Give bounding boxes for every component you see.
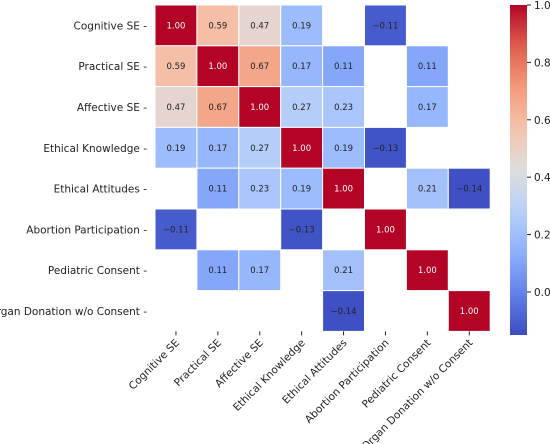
y-tick-label: Abortion Participation - xyxy=(26,224,147,236)
heatmap-cell xyxy=(154,86,198,128)
colorbar-tick-label: 0.0 xyxy=(534,287,550,299)
colorbar-tick-label: 0.2 xyxy=(534,230,550,242)
heatmap-cell xyxy=(280,208,324,251)
heatmap-cell xyxy=(364,126,407,169)
heatmap-cell xyxy=(447,167,491,210)
cell-value-label: 1.00 xyxy=(334,185,353,195)
cell-value-label: 1.00 xyxy=(292,144,311,154)
cell-value-label: 0.19 xyxy=(166,144,185,154)
colorbar-tick-label: 0.6 xyxy=(534,115,550,127)
heatmap-cell xyxy=(405,86,449,128)
cell-value-label: 0.19 xyxy=(334,144,353,154)
cell-value-label: 0.23 xyxy=(334,103,353,113)
cell-value-label: 0.67 xyxy=(208,103,227,113)
cell-value-label: −0.11 xyxy=(372,21,398,31)
cell-value-label: 1.00 xyxy=(250,103,269,113)
heatmap-cell xyxy=(154,126,198,169)
heatmap-cell xyxy=(405,167,449,210)
cell-value-label: 1.00 xyxy=(418,266,437,276)
y-tick-label: Ethical Attitudes - xyxy=(54,184,148,196)
colorbar-tick-label: 1.0 xyxy=(534,0,550,12)
heatmap-cell xyxy=(364,4,407,47)
cell-value-label: 0.11 xyxy=(334,62,353,72)
cell-value-label: 0.11 xyxy=(418,62,437,72)
y-tick-label: Organ Donation w/o Consent - xyxy=(0,306,147,318)
cell-value-label: −0.14 xyxy=(331,307,357,317)
y-tick-label: Cognitive SE - xyxy=(74,20,148,32)
cell-value-label: 0.11 xyxy=(208,266,227,276)
cell-value-label: 0.17 xyxy=(208,144,227,154)
cell-value-label: 0.17 xyxy=(418,103,437,113)
cell-value-label: −0.13 xyxy=(372,144,398,154)
cell-value-label: 0.11 xyxy=(208,185,227,195)
heatmap-cell xyxy=(238,86,282,128)
heatmap-cell xyxy=(238,167,282,210)
heatmap-cell xyxy=(154,45,198,88)
cell-value-label: 0.47 xyxy=(250,21,269,31)
heatmap-cell xyxy=(322,45,366,88)
cell-value-label: 0.17 xyxy=(292,62,311,72)
cell-value-label: −0.11 xyxy=(163,225,189,235)
colorbar-tick-label: 0.8 xyxy=(534,57,550,69)
heatmap-cell xyxy=(280,126,324,169)
cell-value-label: 1.00 xyxy=(376,225,395,235)
x-tick-label: Cognitive SE xyxy=(127,337,182,392)
cell-value-label: 0.17 xyxy=(250,266,269,276)
cell-value-label: 1.00 xyxy=(208,62,227,72)
heatmap-cell xyxy=(196,4,240,47)
heatmap-cell xyxy=(238,126,282,169)
cell-value-label: 0.19 xyxy=(292,21,311,31)
cell-value-label: 0.21 xyxy=(418,185,437,195)
cell-value-label: 1.00 xyxy=(166,21,185,31)
cell-value-label: 0.59 xyxy=(166,62,185,72)
y-tick-label: Ethical Knowledge - xyxy=(43,143,147,155)
heatmap-cell xyxy=(405,45,449,88)
y-tick-label: Practical SE - xyxy=(78,61,147,73)
heatmap-cell xyxy=(238,249,282,292)
heatmap-cell xyxy=(405,249,449,292)
heatmap-cell xyxy=(154,208,198,251)
heatmap-cell xyxy=(280,4,324,47)
colorbar-tick-label: 0.4 xyxy=(534,172,550,184)
heatmap-cell xyxy=(154,4,198,47)
y-tick-label: Pediatric Consent - xyxy=(48,265,147,277)
x-tick-label: Abortion Participation xyxy=(303,337,392,426)
cell-value-label: 0.23 xyxy=(250,185,269,195)
cell-value-label: 0.27 xyxy=(250,144,269,154)
heatmap-cell xyxy=(196,126,240,169)
cell-value-label: −0.14 xyxy=(456,185,482,195)
cell-value-label: 1.00 xyxy=(460,307,479,317)
cell-value-label: 0.27 xyxy=(292,103,311,113)
cell-value-label: −0.13 xyxy=(289,225,315,235)
x-tick-label: Ethical Knowledge xyxy=(231,337,308,414)
heatmap-cell xyxy=(322,126,366,169)
cell-value-label: 0.21 xyxy=(334,266,353,276)
cell-value-label: 0.67 xyxy=(250,62,269,72)
y-tick-label: Affective SE - xyxy=(77,102,147,114)
heatmap-cell xyxy=(322,167,366,210)
heatmap-cell xyxy=(322,290,366,332)
heatmap-cell xyxy=(238,45,282,88)
heatmap-cell xyxy=(322,86,366,128)
cell-value-label: 0.19 xyxy=(292,185,311,195)
cell-value-label: 0.47 xyxy=(166,103,185,113)
heatmap-cell xyxy=(364,208,407,251)
colorbar xyxy=(510,5,527,335)
cell-value-label: 0.59 xyxy=(208,21,227,31)
